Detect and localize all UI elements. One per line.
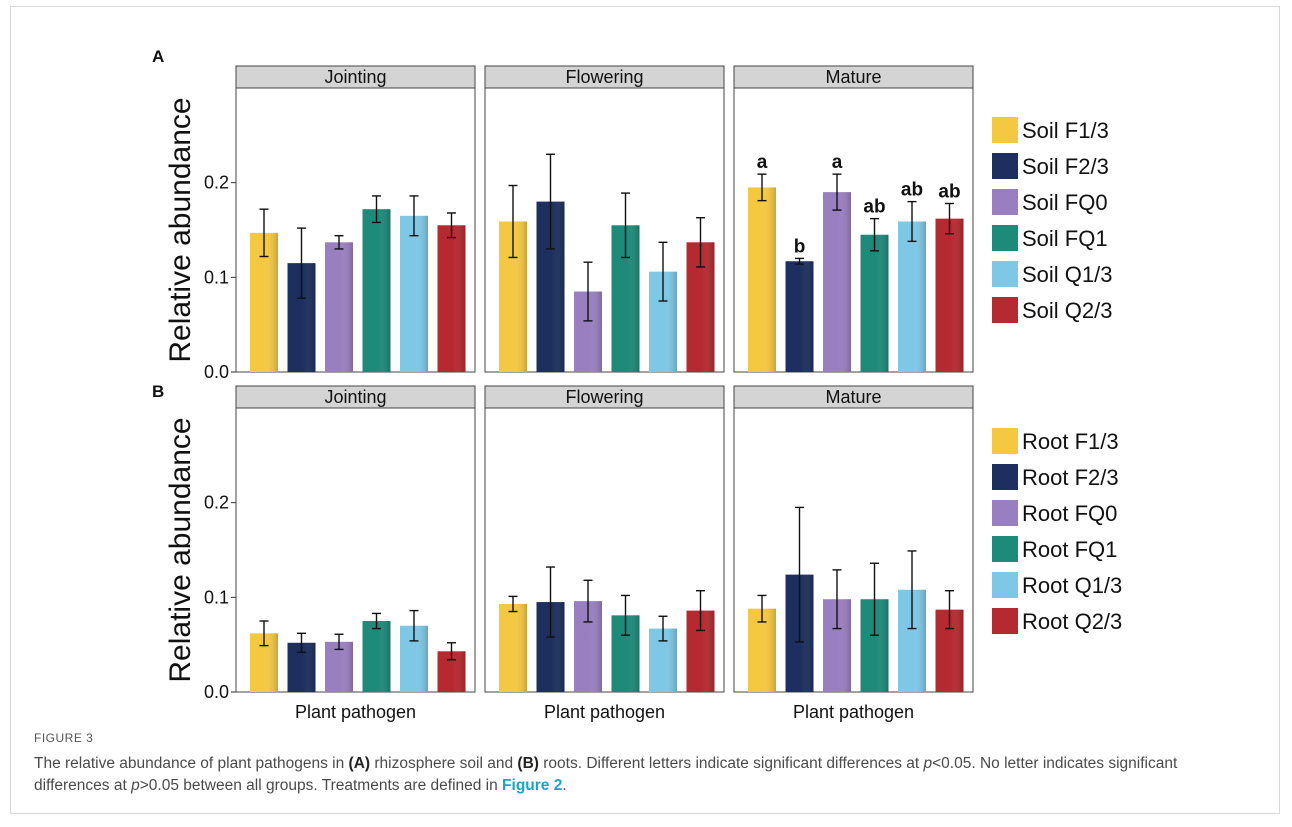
legend-label: Soil FQ0 (1022, 190, 1108, 215)
facet-title-jointing: Jointing (324, 387, 386, 407)
legend-swatch (992, 261, 1018, 287)
facet-title-flowering: Flowering (565, 387, 643, 407)
bar-shade (823, 192, 851, 372)
significance-letter: ab (938, 181, 960, 202)
caption-part: >0.05 between all groups. Treatments are… (139, 777, 503, 794)
caption-text: The relative abundance of plant pathogen… (34, 753, 1254, 797)
y-tick-label: 0.2 (204, 173, 229, 193)
legend-swatch (992, 500, 1018, 526)
y-tick-label: 0.2 (204, 493, 229, 513)
legend-label: Soil Q1/3 (1022, 262, 1113, 287)
bar-shade (898, 221, 926, 372)
caption-p-symbol: p (923, 755, 933, 772)
legend-swatch (992, 297, 1018, 323)
y-tick-label: 0.0 (204, 682, 229, 702)
y-tick-label: 0.0 (204, 362, 229, 382)
legend-label: Root FQ1 (1022, 537, 1117, 562)
figure-caption: FIGURE 3 The relative abundance of plant… (34, 731, 1254, 797)
bar-shade (785, 261, 814, 372)
y-axis-label: Relative abundance (164, 417, 197, 682)
caption-p-symbol: p (131, 777, 140, 794)
legend-label: Soil F2/3 (1022, 154, 1109, 179)
bar-shade (362, 209, 391, 372)
bar-shade (437, 225, 466, 372)
legend-label: Soil Q2/3 (1022, 298, 1113, 323)
significance-letter: b (794, 236, 806, 257)
facet-title-jointing: Jointing (324, 67, 386, 87)
x-axis-label: Plant pathogen (295, 702, 416, 722)
bar-shade (748, 187, 776, 372)
significance-letter: ab (901, 180, 923, 201)
legend-label: Root FQ0 (1022, 501, 1117, 526)
panel-letter-b: B (152, 382, 164, 401)
legend-swatch (992, 428, 1018, 454)
bar-shade (325, 641, 353, 692)
legend-swatch (992, 464, 1018, 490)
significance-letter: ab (863, 197, 885, 218)
legend-swatch (992, 153, 1018, 179)
caption-panel-a-ref: (A) (348, 755, 371, 772)
bar-shade (400, 215, 428, 372)
bar-shade (325, 242, 353, 372)
bar-shade (860, 234, 889, 372)
x-axis-label: Plant pathogen (793, 702, 914, 722)
caption-part: roots. Different letters indicate signif… (538, 755, 924, 772)
legend-swatch (992, 225, 1018, 251)
caption-part: rhizosphere soil and (370, 755, 518, 772)
bar-shade (935, 218, 964, 372)
significance-letter: a (832, 152, 843, 173)
significance-letter: a (757, 152, 768, 173)
caption-part: The relative abundance of plant pathogen… (34, 755, 349, 772)
facet-title-flowering: Flowering (565, 67, 643, 87)
legend-label: Root F1/3 (1022, 429, 1119, 454)
legend-swatch (992, 572, 1018, 598)
caption-part: . (562, 777, 567, 794)
panel-letter-a: A (152, 47, 164, 66)
facet-title-mature: Mature (825, 67, 881, 87)
y-tick-label: 0.1 (204, 267, 229, 287)
legend-label: Root Q2/3 (1022, 609, 1122, 634)
y-tick-label: 0.1 (204, 587, 229, 607)
figure-2-link[interactable]: Figure 2 (502, 777, 563, 794)
figure-label: FIGURE 3 (34, 731, 94, 745)
x-axis-label: Plant pathogen (544, 702, 665, 722)
legend-swatch (992, 608, 1018, 634)
legend-swatch (992, 117, 1018, 143)
legend-label: Root F2/3 (1022, 465, 1119, 490)
legend-label: Soil F1/3 (1022, 118, 1109, 143)
y-axis-label: Relative abundance (164, 97, 197, 362)
bar-shade (362, 621, 391, 692)
legend-swatch (992, 189, 1018, 215)
figure-chart: A Relative abundance 0.0 0.1 0.2 Jointing Flow… (152, 47, 1122, 722)
legend-label: Root Q1/3 (1022, 573, 1122, 598)
bar-shade (499, 603, 527, 692)
caption-part: <0.05. No letter indicates significant d… (34, 755, 1178, 794)
legend-label: Soil FQ1 (1022, 226, 1108, 251)
caption-panel-b-ref: (B) (517, 755, 539, 772)
facet-title-mature: Mature (825, 387, 881, 407)
legend-swatch (992, 536, 1018, 562)
